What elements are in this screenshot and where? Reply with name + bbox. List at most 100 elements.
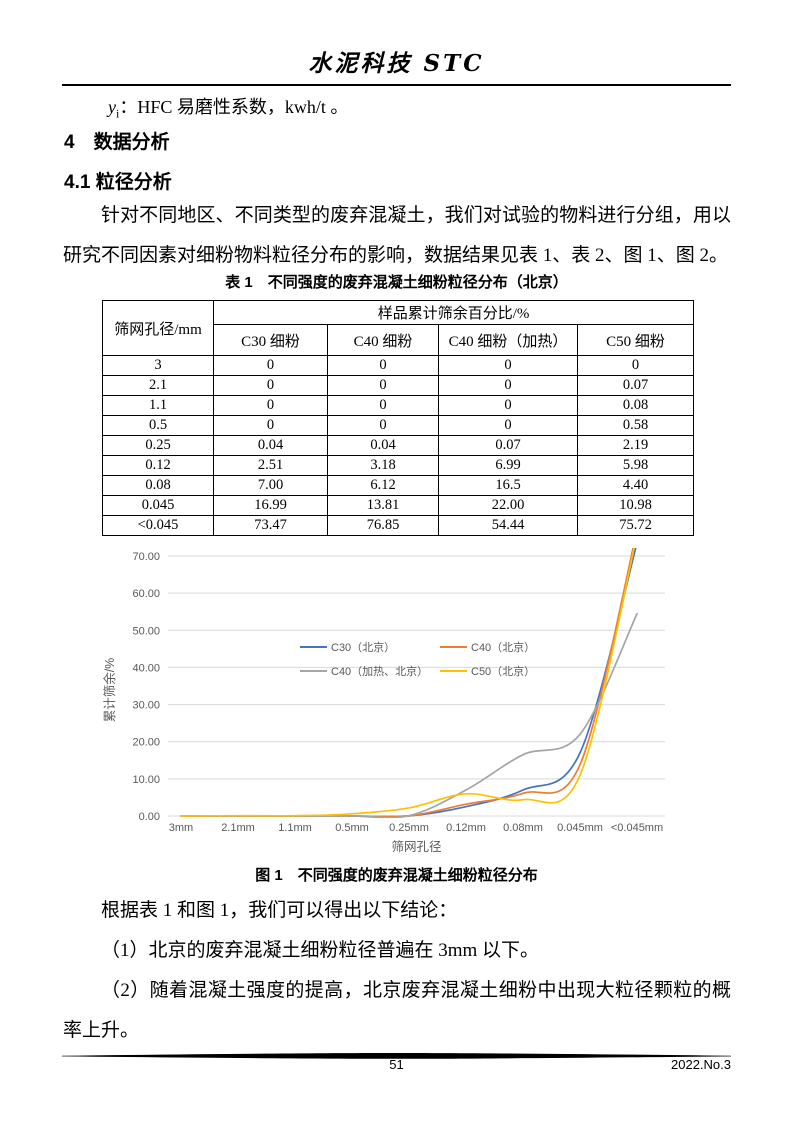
table-row: 0.045 16.99 13.81 22.00 10.98: [102, 495, 695, 516]
table-cell: 54.44: [438, 515, 578, 536]
table-cell: 0.07: [576, 375, 695, 396]
table-cell: 7.00: [213, 475, 328, 496]
series-lines: [180, 548, 638, 818]
table1-col-c40: C40 细粉: [327, 324, 439, 356]
figure1-caption: 图 1 不同强度的废弃混凝土细粉粒径分布: [255, 867, 538, 884]
table-cell: 0.04: [213, 435, 328, 456]
table-cell: 0: [327, 415, 439, 436]
formula-note: yi：HFC 易磨性系数，kwh/t 。: [108, 93, 348, 122]
table-cell: 0: [213, 395, 328, 416]
table-cell: 0.08: [102, 475, 214, 496]
table-cell: 0.08: [576, 395, 695, 416]
table-cell: 5.98: [576, 455, 695, 476]
table-cell: 0.58: [576, 415, 695, 436]
y-tick-label: 0.00: [139, 811, 160, 823]
footer-rule: [62, 1048, 731, 1059]
table-cell: 16.5: [438, 475, 578, 496]
table-cell: 6.99: [438, 455, 578, 476]
y-tick-label: 70.00: [132, 551, 160, 563]
x-tick-label: 0.25mm: [389, 822, 429, 834]
table-cell: 2.51: [213, 455, 328, 476]
table-cell: 0.04: [327, 435, 439, 456]
table-cell: 0: [213, 415, 328, 436]
journal-title: 水泥科技 STC: [308, 50, 485, 77]
table-cell: 3: [102, 355, 214, 376]
table-cell: 0.5: [102, 415, 214, 436]
y-tick-label: 30.00: [132, 700, 160, 712]
formula-subscript: i: [116, 106, 120, 121]
table-cell: 0.045: [102, 495, 214, 516]
table-cell: 0: [438, 395, 578, 416]
table-cell: 0: [438, 355, 578, 376]
table-cell: 2.1: [102, 375, 214, 396]
table-cell: 0: [213, 375, 328, 396]
x-tick-label: 0.12mm: [446, 822, 486, 834]
table1-caption: 表 1 不同强度的废弃混凝土细粉粒径分布（北京）: [225, 274, 568, 291]
table-row: 0.25 0.04 0.04 0.07 2.19: [102, 435, 695, 456]
table-cell: 0: [327, 355, 439, 376]
table-row: 0.08 7.00 6.12 16.5 4.40: [102, 475, 695, 496]
table-cell: 13.81: [327, 495, 439, 516]
table-cell: 76.85: [327, 515, 439, 536]
conclusion-item-2: （2）随着混凝土强度的提高，北京废弃混凝土细粉中出现大粒径颗粒的概率上升。: [63, 980, 731, 1041]
header-rule: [62, 84, 731, 86]
table-row: 0.5 0 0 0 0.58: [102, 415, 695, 436]
table1-column-header-row: C30 细粉 C40 细粉 C40 细粉（加热） C50 细粉: [103, 324, 695, 356]
table1-row-header: 筛网孔径/mm: [102, 300, 214, 356]
table-cell: 0.07: [438, 435, 578, 456]
series-line-C30（北京）: [180, 548, 637, 818]
x-tick-label: 0.08mm: [503, 822, 543, 834]
table-row: 2.1 0 0 0 0.07: [102, 375, 695, 396]
table1-col-c50: C50 细粉: [576, 324, 695, 356]
series-line-C50（北京）: [180, 548, 635, 817]
footer-rule-shape: [62, 1053, 731, 1059]
chart-legend: C30（北京） C40（北京） C40（加热、北京） C50（北京）: [300, 640, 535, 678]
x-tick-label: 0.045mm: [557, 822, 603, 834]
x-tick-label: 1.1mm: [278, 822, 312, 834]
table-cell: 22.00: [438, 495, 578, 516]
table-cell: 0.12: [102, 455, 214, 476]
table-cell: 1.1: [102, 395, 214, 416]
page-number: 51: [389, 1057, 404, 1072]
table1-col-c30: C30 细粉: [213, 324, 328, 356]
table-cell: 0: [213, 355, 328, 376]
line-chart: 0.00 10.00 20.00 30.00 40.00 50.00 60.00 70.00 3…: [102, 548, 665, 854]
table-cell: 3.18: [327, 455, 439, 476]
y-axis-tick-labels: 0.00 10.00 20.00 30.00 40.00 50.00 60.00 70.00: [132, 551, 160, 823]
series-line-C40（北京）: [180, 548, 634, 818]
conclusion-item-1: （1）北京的废弃混凝土细粉粒径普遍在 3mm 以下。: [101, 940, 540, 961]
conclusions-intro: 根据表 1 和图 1，我们可以得出以下结论：: [101, 900, 458, 921]
legend-label: C40（加热、北京）: [331, 664, 428, 678]
table-cell: <0.045: [102, 515, 214, 536]
x-axis-title: 筛网孔径: [391, 839, 441, 854]
legend-label: C50（北京）: [471, 664, 535, 678]
table-cell: 0: [576, 355, 695, 376]
table-row: <0.045 73.47 76.85 54.44 75.72: [102, 515, 695, 536]
table-cell: 4.40: [576, 475, 695, 496]
intro-paragraph: 针对不同地区、不同类型的废弃混凝土，我们对试验的物料进行分组，用以研究不同因素对…: [63, 205, 731, 266]
y-tick-label: 20.00: [132, 737, 160, 749]
table-cell: 73.47: [213, 515, 328, 536]
x-axis-tick-labels: 3mm 2.1mm 1.1mm 0.5mm 0.25mm 0.12mm 0.08mm 0.04…: [169, 822, 663, 834]
y-tick-label: 50.00: [132, 625, 160, 637]
table-cell: 6.12: [327, 475, 439, 496]
x-tick-label: 2.1mm: [221, 822, 255, 834]
series-line-C40（加热、北京）: [180, 612, 638, 818]
table-cell: 0: [327, 375, 439, 396]
subsection-heading: 4.1 粒径分析: [64, 172, 172, 193]
x-tick-label: 0.5mm: [335, 822, 369, 834]
table-cell: 0: [438, 375, 578, 396]
table-cell: 0: [438, 415, 578, 436]
table1: 筛网孔径/mm 样品累计筛余百分比/% C30 细粉 C40 细粉 C40 细粉…: [102, 300, 695, 536]
table-row: 1.1 0 0 0 0.08: [102, 395, 695, 416]
table-cell: 75.72: [576, 515, 695, 536]
table-cell: 16.99: [213, 495, 328, 516]
table1-col-c40-heated: C40 细粉（加热）: [438, 324, 578, 356]
table1-group-header-row: 筛网孔径/mm 样品累计筛余百分比/%: [102, 300, 695, 356]
y-tick-label: 10.00: [132, 774, 160, 786]
legend-label: C40（北京）: [471, 640, 535, 654]
issue-label: 2022.No.3: [671, 1057, 731, 1072]
y-axis-title: 累计筛余/%: [102, 658, 117, 723]
